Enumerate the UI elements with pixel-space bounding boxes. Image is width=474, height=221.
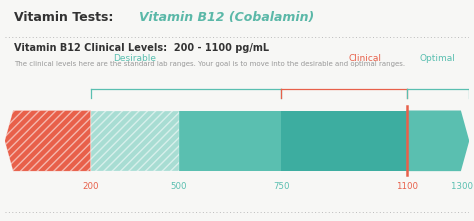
Polygon shape <box>179 110 281 171</box>
Text: Optimal: Optimal <box>420 54 456 63</box>
Text: The clinical levels here are the standard lab ranges. Your goal is to move into : The clinical levels here are the standar… <box>14 61 405 67</box>
Polygon shape <box>407 110 469 171</box>
Text: 500: 500 <box>171 182 187 191</box>
Polygon shape <box>5 110 91 171</box>
Text: 1100: 1100 <box>395 182 418 191</box>
Polygon shape <box>281 110 407 171</box>
Text: 750: 750 <box>273 182 290 191</box>
Text: Clinical: Clinical <box>348 54 381 63</box>
Text: 200: 200 <box>82 182 99 191</box>
Text: Desirable: Desirable <box>113 54 156 63</box>
Polygon shape <box>91 110 179 171</box>
Text: Vitamin B12 (Cobalamin): Vitamin B12 (Cobalamin) <box>139 11 315 24</box>
Text: 1300 +: 1300 + <box>451 182 474 191</box>
Text: Vitamin B12 Clinical Levels:  200 - 1100 pg/mL: Vitamin B12 Clinical Levels: 200 - 1100 … <box>14 43 269 53</box>
Text: Vitamin Tests:: Vitamin Tests: <box>14 11 118 24</box>
